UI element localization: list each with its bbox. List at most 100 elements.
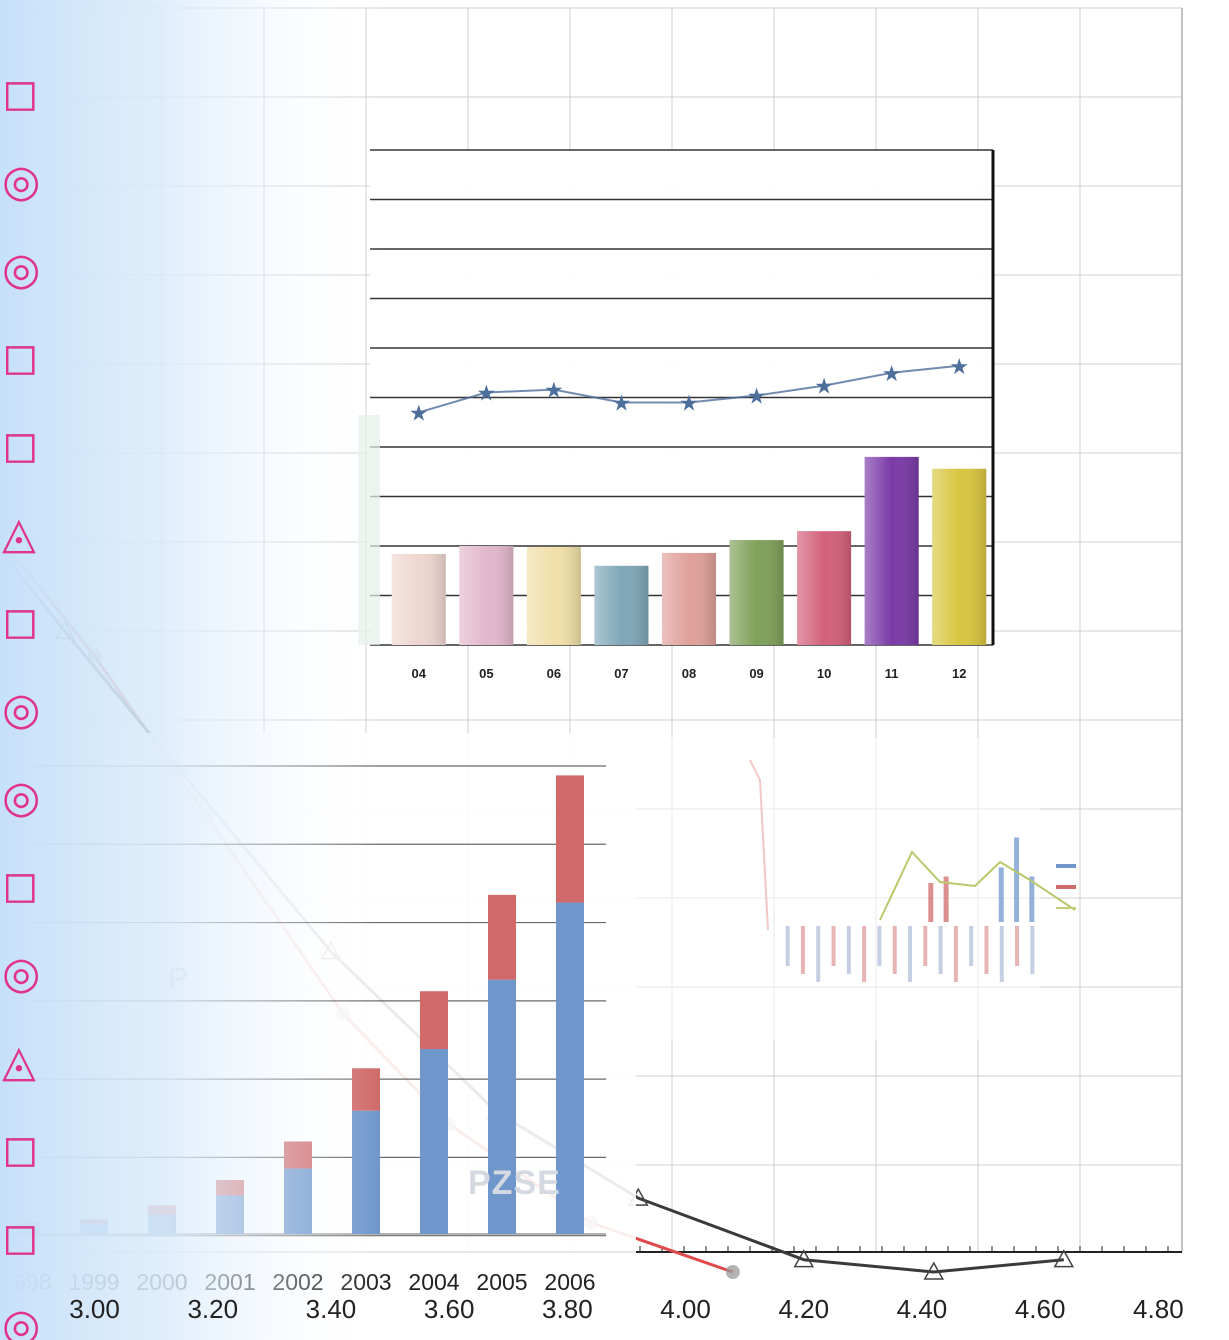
small-rotated-label-block	[800, 926, 805, 974]
small-rotated-label-block	[969, 926, 974, 966]
small-rotated-label-block	[862, 926, 867, 982]
side-glyph: ◬	[2, 1036, 36, 1087]
bar-shine	[459, 546, 514, 645]
stacked-bar-2005-segment-0	[488, 979, 516, 1234]
side-glyph: ◻	[2, 1124, 39, 1175]
bar-category-label: 07	[614, 666, 628, 681]
small-rotated-label-block	[923, 926, 928, 966]
small-rotated-label-block	[877, 926, 882, 966]
bar-category-label: 06	[547, 666, 561, 681]
small-rotated-label-block	[846, 926, 851, 974]
side-glyph: ◻	[2, 1212, 39, 1263]
bar-shine	[594, 565, 649, 645]
side-glyph: ◻	[2, 332, 39, 383]
x-tick-label: 3.00	[69, 1294, 120, 1324]
star-marker: ★	[882, 362, 902, 387]
side-glyph: ◻	[2, 596, 39, 647]
x-tick-label: 4.00	[660, 1294, 711, 1324]
small-combo-chart	[636, 738, 1076, 1040]
side-glyph: ◎	[2, 244, 40, 295]
x-tick-label: 3.80	[542, 1294, 593, 1324]
side-glyph: ◻	[2, 860, 39, 911]
star-marker: ★	[814, 375, 834, 400]
small-rotated-label-block	[1015, 926, 1020, 966]
small-bar-17	[1029, 876, 1035, 922]
bar-shine	[661, 552, 717, 645]
star-marker: ★	[679, 391, 699, 416]
small-rotated-label-block	[953, 926, 958, 982]
star-series-line	[418, 364, 960, 414]
star-marker: ★	[544, 379, 564, 404]
x-tick-label: 4.40	[897, 1294, 948, 1324]
star-marker: ★	[949, 355, 969, 380]
data-point-circle	[725, 1265, 740, 1279]
bar-shine	[932, 468, 987, 645]
small-chart-panel	[636, 738, 1040, 1040]
data-point-triangle	[923, 1261, 945, 1280]
x-axis-labels: 3.00 3.20 3.40 3.60 3.80 4.00 4.20 4.40 4.60 4.80	[69, 1294, 1183, 1324]
x-tick-label: 3.20	[187, 1294, 238, 1324]
bar-shine	[729, 540, 784, 645]
year-label: 2004	[408, 1269, 459, 1295]
star-marker: ★	[747, 385, 767, 410]
data-point-triangle	[793, 1249, 815, 1268]
stacked-bar-2005-segment-1	[488, 894, 516, 980]
stacked-bar-2004-segment-1	[420, 991, 448, 1050]
small-rotated-label-block	[785, 926, 790, 966]
small-bar-11	[943, 876, 949, 922]
small-rotated-label-block	[831, 926, 836, 966]
faint-legend-glyph: P	[168, 962, 189, 995]
side-glyph: ◎	[2, 772, 40, 823]
bar-shine	[864, 456, 919, 645]
small-bar-16	[1014, 837, 1020, 922]
monthly-bar-chart: 04 05 06 07 08 09 10 11 12 ★ ★ ★ ★ ★ ★ ★ ★ ★	[358, 149, 995, 681]
stacked-bar-2006-segment-1	[556, 775, 584, 903]
bar-category-label: 12	[952, 666, 966, 681]
star-marker: ★	[409, 401, 429, 426]
small-rotated-label-block	[938, 926, 943, 974]
year-label: 2005	[476, 1269, 527, 1295]
bar-shine	[391, 553, 446, 645]
x-tick-label: 4.20	[778, 1294, 829, 1324]
bar-shine	[526, 546, 581, 645]
bar-category-label: 09	[749, 666, 763, 681]
x-tick-label: 3.60	[424, 1294, 475, 1324]
stacked-bar-2006-segment-0	[556, 902, 584, 1234]
bar-shine	[797, 531, 852, 645]
side-glyph: ◎	[2, 684, 40, 735]
side-glyph: ◻	[2, 68, 39, 119]
bar-category-label: 05	[479, 666, 493, 681]
small-rotated-label-block	[1030, 926, 1035, 974]
star-marker: ★	[612, 391, 632, 416]
small-rotated-label-block	[816, 926, 821, 982]
watermark: PZSE	[468, 1164, 561, 1202]
side-glyph: ◻	[2, 420, 39, 471]
side-glyph-column: ◻ ◎ ◎ ◻ ◻ ◬ ◻ ◎ ◎ ◻ ◎ ◬ ◻ ◻ ◎	[2, 68, 40, 1340]
faded-spike-line	[749, 759, 769, 931]
x-tick-label: 4.80	[1133, 1294, 1184, 1324]
bar-category-label: 04	[412, 666, 427, 681]
small-rotated-label-block	[999, 926, 1004, 982]
x-tick-label: 3.40	[306, 1294, 357, 1324]
x-tick-label: 4.60	[1015, 1294, 1066, 1324]
small-bar-10	[928, 883, 934, 922]
side-glyph: ◎	[2, 156, 40, 207]
bar-category-label: 10	[817, 666, 831, 681]
year-label: 2006	[544, 1269, 595, 1295]
small-rotated-label-block	[984, 926, 989, 974]
data-point-triangle	[1053, 1249, 1075, 1268]
side-glyph: ◬	[2, 508, 36, 559]
small-bar-15	[998, 867, 1004, 922]
star-marker: ★	[476, 382, 496, 407]
bar-category-label: 08	[682, 666, 696, 681]
side-glyph: ◎	[2, 948, 40, 999]
left-gradient-overlay	[0, 0, 380, 1340]
small-trend-line	[879, 850, 1076, 921]
stacked-bar-2004-segment-0	[420, 1049, 448, 1234]
side-glyph: ◎	[2, 1300, 40, 1340]
small-rotated-label-block	[892, 926, 897, 974]
small-rotated-label-block	[908, 926, 912, 982]
bar-category-label: 11	[885, 666, 899, 681]
